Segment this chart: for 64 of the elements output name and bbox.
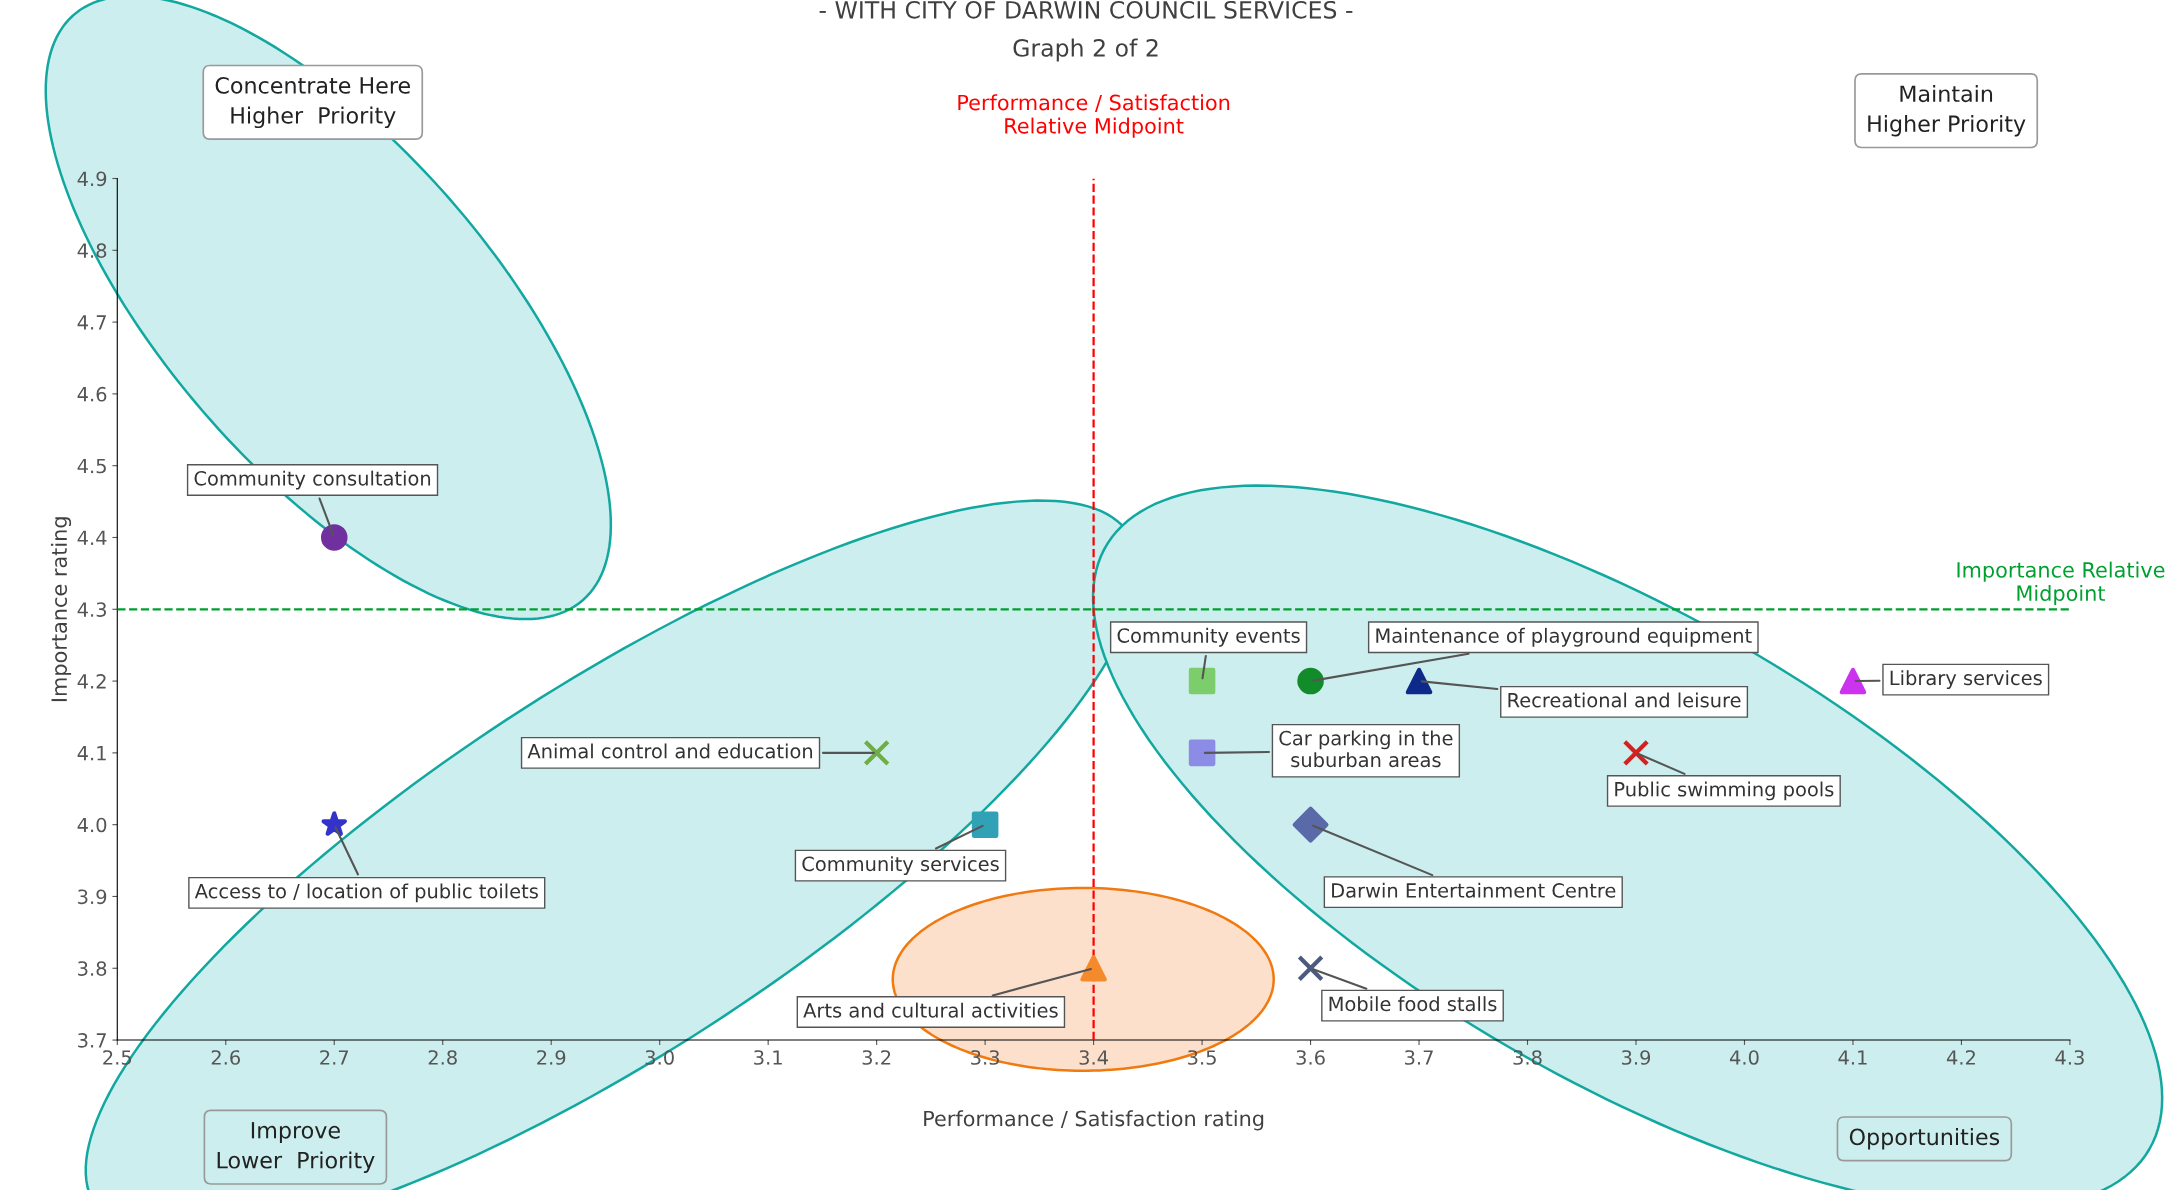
x-tick-label: 3.1 [754,1050,782,1065]
series-label: Mobile food stalls [1329,996,1497,1012]
y-tick-label: 4.3 [77,602,107,617]
text: Car parking in the suburban areas [1279,730,1453,768]
point [1188,667,1216,695]
point [1080,954,1107,982]
point [1188,739,1216,767]
x-tick-label: 4.1 [1838,1050,1867,1065]
x-tick-label: 3.4 [1079,1050,1108,1065]
x-tick-label: 3.7 [1405,1050,1433,1065]
x-tick-label: 2.5 [103,1050,132,1065]
point [1839,667,1867,695]
x-tick-label: 3.2 [862,1050,891,1065]
text: Recreational and leisure [1508,692,1741,708]
point [1297,667,1324,695]
point [1405,667,1433,695]
x-tick-label: 4.3 [2055,1050,2084,1065]
x-tick-label: 3.6 [1296,1050,1325,1065]
y-tick-label: 3.7 [78,1033,106,1048]
y-tick-label: 4.0 [77,817,107,833]
x-tick-label: 4.2 [1946,1050,1975,1065]
text: Improve Lower Priority [217,1122,375,1173]
x-tick-label: 2.8 [428,1050,457,1065]
text: Community consultation [194,470,431,490]
point [971,811,999,838]
text: Animal control and education [527,743,813,759]
x-tick-label: 4.0 [1729,1050,1759,1065]
x-tick-label: 2.6 [211,1050,241,1065]
x-tick-label: 3.5 [1188,1050,1216,1065]
series-label: Community events [1117,627,1300,647]
text: Darwin Entertainment Centre [1332,882,1616,898]
chart-title: - WITH CITY OF DARWIN COUNCIL SERVICES - [819,0,1353,19]
point [321,811,347,836]
point [1292,806,1329,843]
ref-line-label: Importance Relative Midpoint [1957,561,2165,606]
x-tick-label: 3.9 [1622,1050,1651,1065]
point [320,524,348,551]
x-tick-label: 2.7 [320,1050,349,1065]
y-tick-label: 4.9 [77,171,107,187]
ref-line-label: Performance / Satisfaction Relative Midpoint [958,94,1230,138]
y-tick-label: 4.1 [77,746,106,761]
series-label: Public swimming pools [1615,781,1834,801]
text: Maintain Higher Priority [1868,84,2026,137]
y-tick-label: 3.9 [78,889,107,905]
y-tick-label: 3.8 [78,961,107,976]
series-label: Library services [1890,670,2042,690]
text: Concentrate Here Higher Priority [215,77,410,129]
y-tick-label: 4.2 [77,674,106,689]
point [1297,954,1324,982]
y-tick-label: 4.6 [77,386,107,402]
y-tick-label: 4.7 [77,315,106,330]
point [863,739,890,767]
x-axis-title: Performance / Satisfaction rating [924,1110,1264,1131]
y-axis-title: Importance rating [50,517,72,702]
series-label: Arts and cultural activities [803,1002,1058,1018]
chart-subtitle: Graph 2 of 2 [1013,38,1158,62]
text: Maintenance of playground equipment [1376,627,1752,647]
text: Opportunities [1849,1128,2000,1150]
point [1622,739,1650,767]
y-tick-label: 4.5 [77,458,106,474]
text: Access to / location of public toilets [194,883,538,903]
series-label: Community services [802,856,999,875]
y-tick-label: 4.4 [77,530,107,545]
x-tick-label: 2.9 [537,1050,566,1065]
